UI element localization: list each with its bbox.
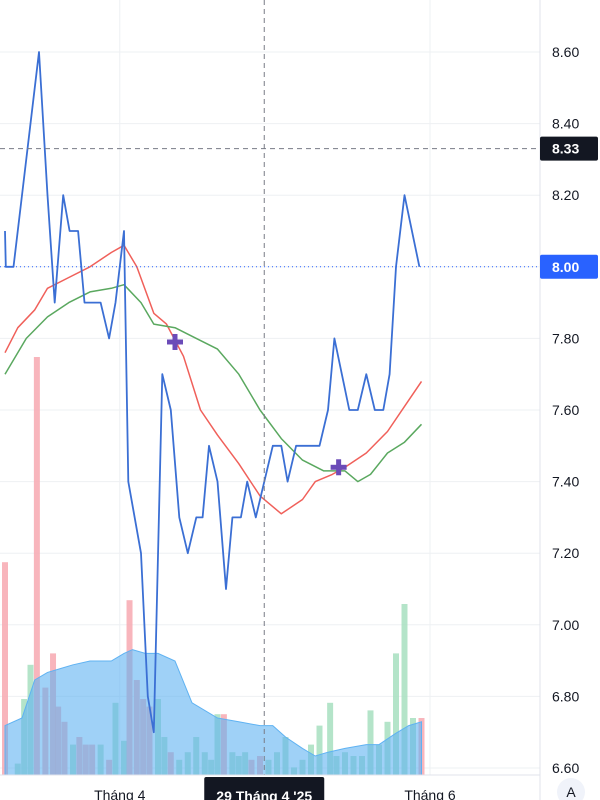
x-tick-label: Tháng 4 — [94, 787, 146, 800]
y-tick-label: 7.80 — [552, 330, 579, 346]
y-tick-label: 7.20 — [552, 545, 579, 561]
y-tick-label: 7.40 — [552, 474, 579, 490]
y-tick-label: 7.60 — [552, 402, 579, 418]
y-tick-label: 8.20 — [552, 187, 579, 203]
y-tick-label: 7.00 — [552, 617, 579, 633]
y-tick-label: 6.80 — [552, 688, 579, 704]
price-label-text: 8.00 — [552, 259, 579, 275]
crosshair-time-text: 29 Tháng 4 '25 — [216, 788, 312, 800]
y-tick-label: 8.60 — [552, 44, 579, 60]
y-tick-label: 6.60 — [552, 760, 579, 776]
x-tick-label: Tháng 6 — [404, 787, 456, 800]
price-label-text: 8.33 — [552, 141, 579, 157]
y-tick-label: 8.40 — [552, 116, 579, 132]
auto-scale-button-label: A — [566, 784, 576, 800]
